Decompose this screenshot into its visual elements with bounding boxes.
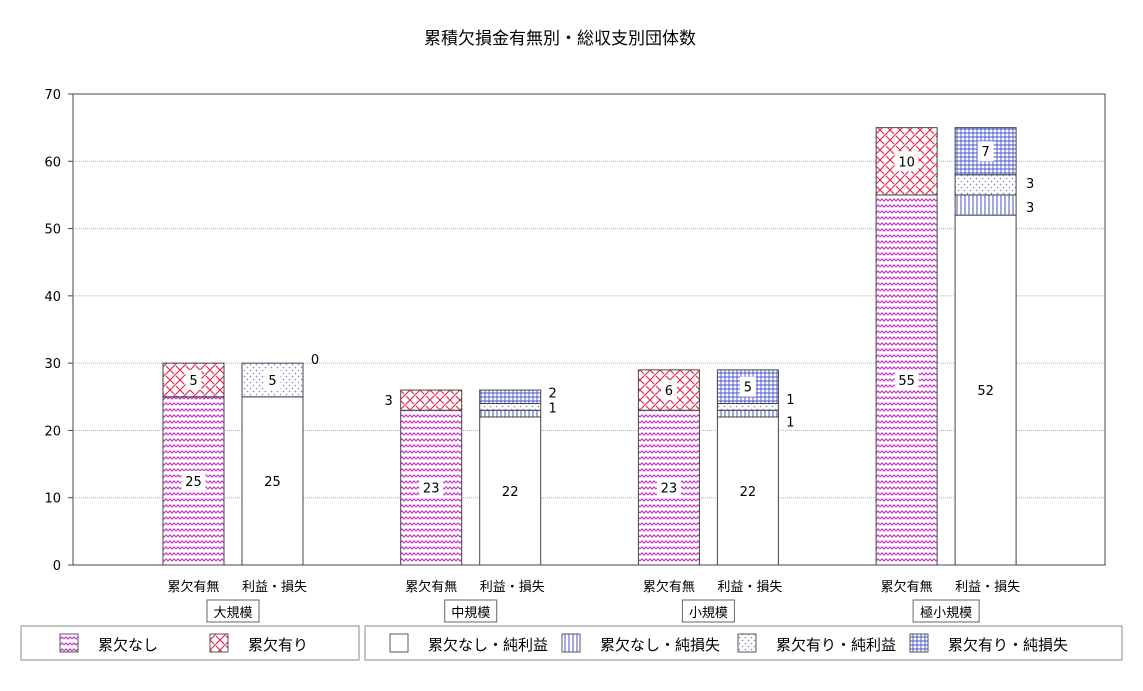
legend-label: 累欠有り: [248, 636, 308, 654]
group-label: 中規模: [451, 606, 490, 621]
data-label: 2: [549, 387, 557, 402]
y-tick-label: 0: [53, 559, 61, 574]
data-label: 5: [744, 381, 752, 396]
plot-area: [72, 93, 1106, 566]
group-label: 極小規模: [920, 605, 972, 621]
x-tick-label: 利益・損失: [480, 580, 545, 595]
x-tick-label: 累欠有無: [881, 579, 933, 595]
data-label-bg: [260, 470, 285, 491]
data-label-bg: [264, 369, 281, 390]
legend-swatch: [59, 633, 79, 653]
x-tick-label: 利益・損失: [717, 580, 782, 595]
bars: [162, 127, 1017, 566]
legend-label: 累欠有り・純損失: [948, 636, 1068, 654]
data-label: 1: [786, 416, 794, 431]
bar-segment-none-loss: [954, 194, 1017, 216]
bar-segment-none-loss: [716, 409, 779, 418]
y-tick-label: 50: [44, 223, 61, 238]
y-tick-label: 30: [44, 357, 61, 372]
data-label-bg: [656, 477, 681, 498]
data-label: 22: [740, 485, 757, 500]
y-tick-label: 70: [44, 88, 61, 103]
data-label: 5: [189, 374, 197, 389]
data-label-bg: [735, 480, 760, 501]
bar-segment-deficit-present: [637, 369, 700, 411]
bar-segment-deficit-present: [400, 389, 463, 411]
bar-segment-present-loss: [479, 389, 542, 405]
legend-swatch: [389, 633, 409, 653]
data-label-bg: [894, 151, 919, 172]
data-label: 25: [185, 475, 202, 490]
data-label: 3: [1026, 201, 1034, 216]
legend-swatch: [737, 633, 757, 653]
data-label-bg: [660, 380, 677, 401]
legend-label: 累欠なし・純利益: [428, 636, 548, 654]
legend-swatch: [561, 633, 581, 653]
data-label: 52: [977, 384, 994, 399]
legend: 累欠なし 累欠有り 累欠なし・純利益 累欠なし・純損失 累欠有り・純利益 累欠有り・純損失: [20, 625, 1123, 661]
bar-segment-none-loss: [479, 409, 542, 418]
y-axis: 0 10 20 30 40 50 60 70: [44, 88, 73, 574]
data-label-bg: [739, 376, 756, 397]
x-tick-label: 利益・損失: [955, 580, 1020, 595]
group-label: 小規模: [689, 606, 728, 621]
data-label: 3: [385, 394, 393, 409]
data-label: 25: [264, 475, 281, 490]
data-label: 7: [981, 145, 989, 160]
data-label: 1: [549, 402, 557, 417]
data-label-bg: [181, 470, 206, 491]
group-label-box: [444, 599, 498, 623]
x-tick-label: 累欠有無: [405, 579, 457, 595]
legend-swatch: [209, 633, 229, 653]
y-tick-label: 60: [44, 155, 61, 170]
data-label: 1: [786, 393, 794, 408]
group-label-box: [206, 599, 260, 623]
data-label-bg: [185, 369, 202, 390]
data-label: 23: [661, 482, 678, 497]
data-label-bg: [973, 380, 998, 401]
legend-swatch: [909, 633, 929, 653]
data-label-bg: [498, 480, 523, 501]
y-tick-label: 40: [44, 290, 61, 305]
bar-segment-present-profit: [716, 403, 779, 411]
data-label-bg: [977, 141, 994, 162]
y-tick-label: 20: [44, 424, 61, 439]
data-label: 5: [268, 374, 276, 389]
data-label: 55: [898, 374, 915, 389]
data-label-bg: [419, 477, 444, 498]
legend-label: 累欠なし: [98, 636, 158, 654]
data-label: 22: [502, 485, 519, 500]
bar-segment-present-profit: [479, 403, 542, 411]
group-label-box: [681, 599, 735, 623]
bar-segment-present-profit: [954, 174, 1017, 196]
data-label: 23: [423, 482, 440, 497]
data-label-bg: [894, 369, 919, 390]
y-tick-label: 10: [44, 492, 61, 507]
x-tick-label: 累欠有無: [167, 579, 219, 595]
data-label: 0: [311, 353, 319, 368]
x-tick-label: 利益・損失: [242, 580, 307, 595]
data-label: 6: [665, 384, 673, 399]
data-label: 10: [898, 155, 915, 170]
legend-label: 累欠有り・純利益: [776, 636, 896, 654]
group-label: 大規模: [213, 606, 252, 621]
chart-title: 累積欠損金有無別・総収支別団体数: [424, 29, 696, 49]
data-label: 3: [1026, 177, 1034, 192]
group-label-box: [912, 599, 980, 623]
legend-label: 累欠なし・純損失: [600, 636, 720, 654]
x-tick-label: 累欠有無: [643, 579, 695, 595]
